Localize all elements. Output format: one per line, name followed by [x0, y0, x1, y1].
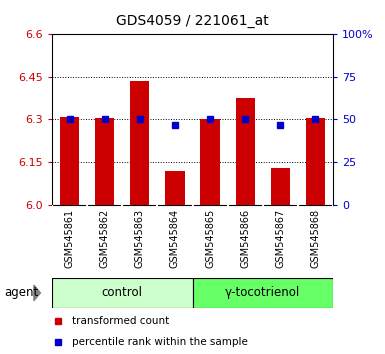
Bar: [52, 278, 192, 308]
Bar: [60, 116, 79, 205]
Text: γ-tocotrienol: γ-tocotrienol: [225, 286, 300, 299]
Bar: [192, 278, 333, 308]
Bar: [271, 168, 290, 205]
Text: GSM545868: GSM545868: [310, 209, 320, 268]
Bar: [95, 118, 114, 205]
Text: GSM545861: GSM545861: [65, 209, 75, 268]
Text: GSM545867: GSM545867: [275, 209, 285, 268]
Polygon shape: [34, 285, 40, 301]
Text: GSM545866: GSM545866: [240, 209, 250, 268]
Text: GSM545862: GSM545862: [100, 209, 110, 268]
Bar: [201, 119, 220, 205]
Text: agent: agent: [4, 286, 38, 299]
Text: transformed count: transformed count: [72, 316, 169, 326]
Bar: [306, 118, 325, 205]
Text: control: control: [102, 286, 143, 299]
Text: GDS4059 / 221061_at: GDS4059 / 221061_at: [116, 14, 269, 28]
Bar: [165, 171, 184, 205]
Bar: [236, 98, 255, 205]
Text: percentile rank within the sample: percentile rank within the sample: [72, 337, 248, 348]
Bar: [130, 81, 149, 205]
Text: GSM545864: GSM545864: [170, 209, 180, 268]
Text: GSM545863: GSM545863: [135, 209, 145, 268]
Text: GSM545865: GSM545865: [205, 209, 215, 268]
